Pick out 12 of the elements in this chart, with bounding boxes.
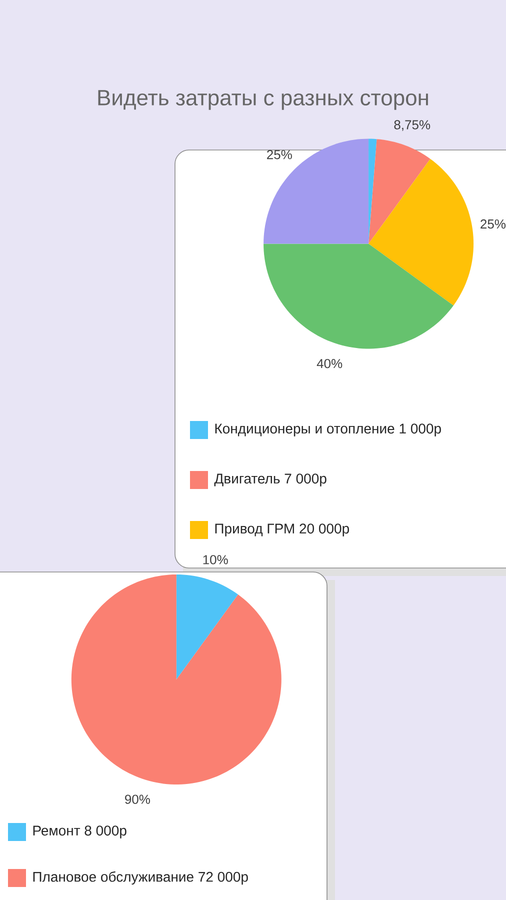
data-label: 25%	[267, 150, 292, 160]
data-label: 8,75%	[394, 120, 430, 131]
chart-title: Видеть затраты с разных сторон	[98, 90, 428, 110]
data-label: 90%	[125, 794, 150, 804]
legend-label: Плановое обслуживание 72 000р	[33, 871, 248, 885]
legend-label: Привод ГРМ 20 000р	[215, 524, 349, 536]
data-label: 10%	[203, 555, 228, 564]
legend-label: Ремонт 8 000р	[33, 826, 126, 838]
legend-label: Кондиционеры и отопление 1 000р	[215, 424, 441, 436]
data-label: 40%	[316, 358, 342, 368]
data-label: 25%	[480, 219, 506, 229]
legend-label: Двигатель 7 000р	[214, 474, 326, 486]
